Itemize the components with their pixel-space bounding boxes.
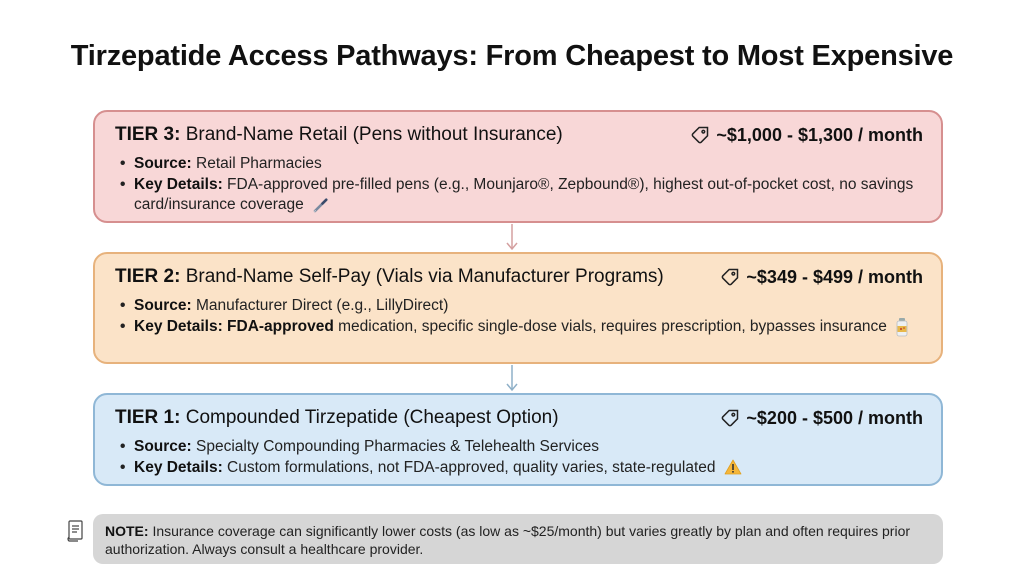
page-title: Tirzepatide Access Pathways: From Cheape… [70, 40, 954, 72]
warning-icon [724, 460, 742, 475]
arrow-down-icon [506, 365, 518, 392]
note-document-icon [67, 520, 83, 542]
tier-3-price: ~$1,000 - $1,300 / month [690, 125, 923, 146]
tier-1-card: TIER 1: Compounded Tirzepatide (Cheapest… [93, 393, 943, 486]
tier-3-card: TIER 3: Brand-Name Retail (Pens without … [93, 110, 943, 223]
tier-2-heading: TIER 2: Brand-Name Self-Pay (Vials via M… [115, 266, 664, 287]
tier-3-heading: TIER 3: Brand-Name Retail (Pens without … [115, 124, 563, 145]
price-tag-icon [722, 409, 739, 427]
tier-3-details: Key Details: FDA-approved pre-filled pen… [117, 175, 923, 216]
note-box: NOTE: Insurance coverage can significant… [93, 514, 943, 564]
tier-2-source: Source: Manufacturer Direct (e.g., Lilly… [117, 296, 923, 317]
tier-1-price: ~$200 - $500 / month [720, 408, 923, 429]
tier-1-source: Source: Specialty Compounding Pharmacies… [117, 437, 923, 458]
price-tag-icon [692, 126, 709, 144]
tier-1-heading: TIER 1: Compounded Tirzepatide (Cheapest… [115, 407, 559, 428]
tier-2-card: TIER 2: Brand-Name Self-Pay (Vials via M… [93, 252, 943, 364]
tier-2-price: ~$349 - $499 / month [720, 267, 923, 288]
tier-3-source: Source: Retail Pharmacies [117, 154, 923, 175]
arrow-down-icon [506, 224, 518, 251]
tier-2-details: Key Details: FDA-approved medication, sp… [117, 317, 923, 338]
injection-pen-icon [313, 198, 328, 213]
price-tag-icon [722, 268, 739, 286]
vial-icon [896, 317, 908, 336]
tier-1-details: Key Details: Custom formulations, not FD… [117, 458, 923, 479]
